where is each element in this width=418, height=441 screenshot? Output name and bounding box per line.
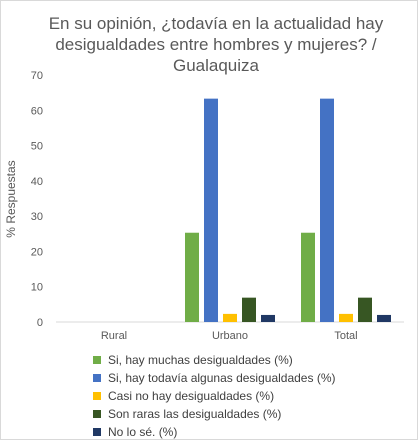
chart-title-line-3: Gualaquiza [172,56,259,75]
bar-total-series-2 [320,98,334,323]
bar-total-series-1 [301,232,315,322]
bar-total-series-3 [339,313,353,322]
y-tick-label: 30 [31,211,43,223]
legend-label: No lo sé. (%) [108,425,178,439]
bar-total-series-5 [377,314,391,322]
legend-swatch [93,410,101,418]
legend-label: Son raras las desigualdades (%) [108,407,282,421]
y-axis-label: % Respuestas [4,160,18,237]
y-tick-label: 20 [31,246,43,258]
y-tick-label: 70 [31,70,43,82]
bar-urbano-series-4 [242,297,256,322]
legend-label: Si, hay muchas desigualdades (%) [108,353,293,367]
chart-title-line-2: desigualdades entre hombres y mujeres? / [55,35,377,54]
legend-swatch [93,374,101,382]
y-tick-label: 0 [37,317,43,329]
bar-urbano-series-5 [261,314,275,322]
legend-item: Si, hay muchas desigualdades (%) [93,351,335,369]
y-axis-ticks: 0 10 20 30 40 50 60 70 [31,70,43,329]
y-tick-label: 50 [31,141,43,153]
y-tick-label: 60 [31,105,43,117]
legend-item: No lo sé. (%) [93,423,335,441]
legend-label: Casi no hay desigualdades (%) [108,389,275,403]
legend: Si, hay muchas desigualdades (%) Si, hay … [93,351,335,441]
bar-total-series-4 [358,297,372,322]
chart-title-line-1: En su opinión, ¿todavía en la actualidad… [48,14,384,33]
legend-item: Casi no hay desigualdades (%) [93,387,335,405]
y-tick-label: 10 [31,282,43,294]
bar-urbano-series-3 [223,313,237,322]
legend-label: Si, hay todavía algunas desigualdades (%… [108,371,336,385]
bar-urbano-series-2 [204,98,218,323]
x-tick-label: Total [334,330,357,342]
chart-title: En su opinión, ¿todavía en la actualidad… [21,13,411,76]
legend-swatch [93,392,101,400]
x-tick-label: Urbano [212,330,248,342]
bars [185,98,391,323]
legend-swatch [93,356,101,364]
legend-item: Son raras las desigualdades (%) [93,405,335,423]
legend-item: Si, hay todavía algunas desigualdades (%… [93,369,335,387]
x-axis-ticks: Rural Urbano Total [101,330,358,342]
y-tick-label: 40 [31,176,43,188]
x-tick-label: Rural [101,330,127,342]
bar-urbano-series-1 [185,232,199,322]
legend-swatch [93,428,101,436]
